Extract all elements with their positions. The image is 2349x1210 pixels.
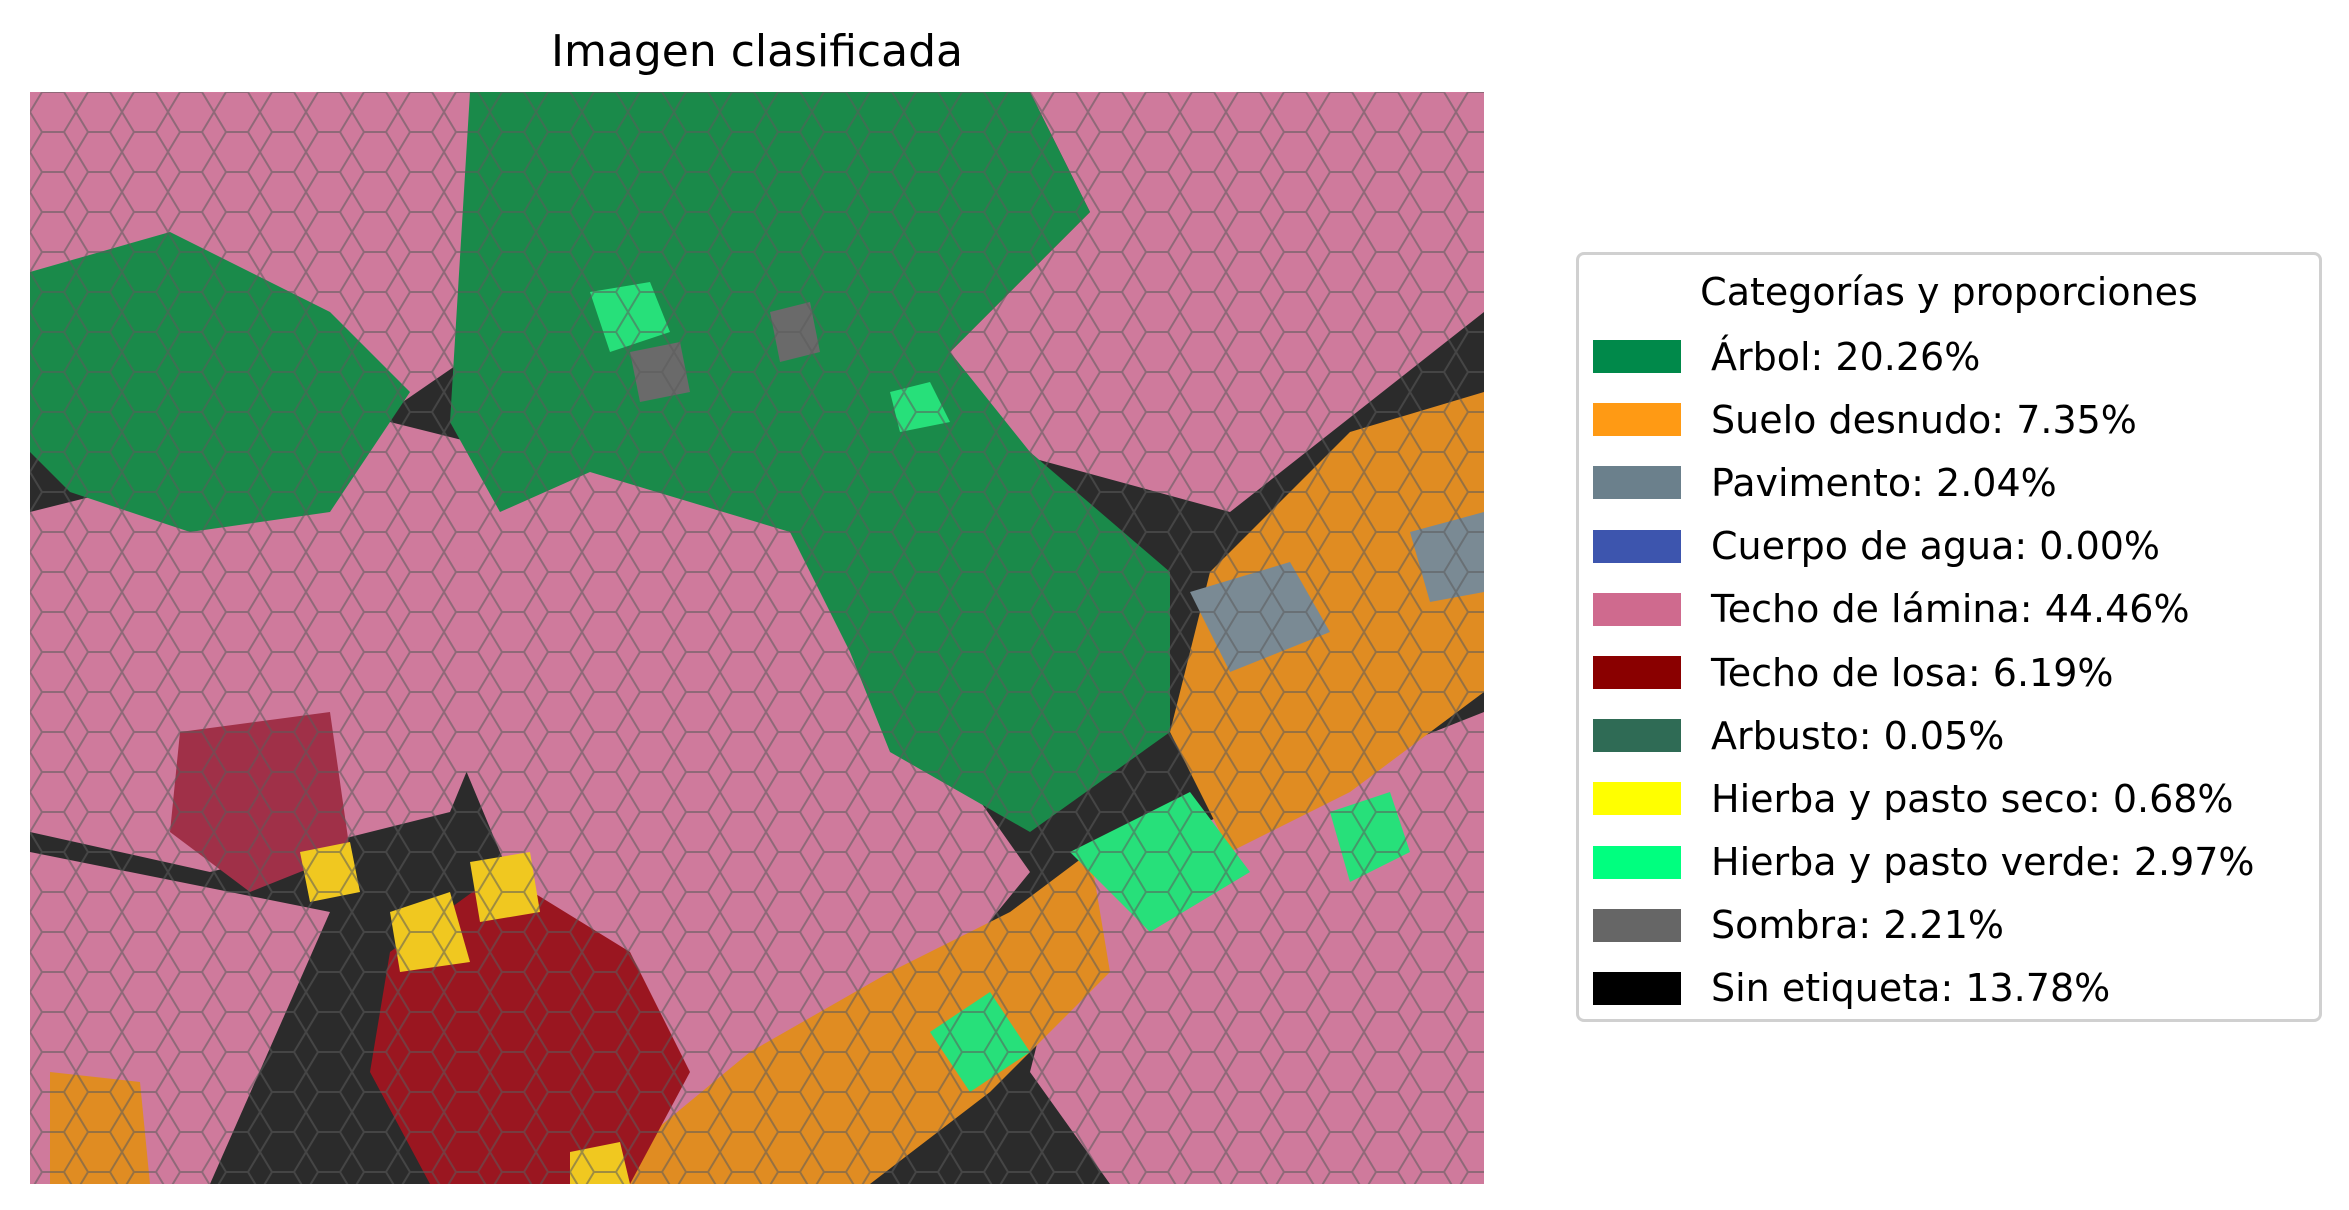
legend-label: Techo de lámina: 44.46% [1711, 587, 2190, 632]
legend-item: Hierba y pasto seco: 0.68% [1579, 767, 2319, 830]
legend-items: Árbol: 20.26% Suelo desnudo: 7.35% Pavimen… [1579, 325, 2319, 1020]
classified-image [30, 92, 1484, 1184]
legend-swatch [1593, 403, 1681, 437]
legend-label: Hierba y pasto verde: 2.97% [1711, 840, 2255, 885]
legend-swatch [1593, 719, 1681, 753]
legend-label: Suelo desnudo: 7.35% [1711, 397, 2137, 442]
legend-item: Sin etiqueta: 13.78% [1579, 957, 2319, 1020]
legend-title: Categorías y proporciones [1700, 270, 2198, 314]
legend-item: Suelo desnudo: 7.35% [1579, 388, 2319, 451]
legend-swatch [1593, 908, 1681, 942]
legend-item: Techo de lámina: 44.46% [1579, 578, 2319, 641]
legend-swatch [1593, 529, 1681, 563]
legend-label: Árbol: 20.26% [1711, 334, 1981, 379]
legend-swatch [1593, 971, 1681, 1005]
legend-swatch [1593, 340, 1681, 374]
legend-item: Pavimento: 2.04% [1579, 451, 2319, 514]
legend-item: Sombra: 2.21% [1579, 894, 2319, 957]
legend-swatch [1593, 592, 1681, 626]
legend-label: Sombra: 2.21% [1711, 903, 2005, 948]
segment-outlines [30, 92, 1484, 1184]
legend-item: Techo de losa: 6.19% [1579, 641, 2319, 704]
legend-label: Sin etiqueta: 13.78% [1711, 966, 2111, 1011]
legend-label: Pavimento: 2.04% [1711, 460, 2057, 505]
legend-item: Cuerpo de agua: 0.00% [1579, 515, 2319, 578]
figure-title: Imagen clasificada [551, 26, 963, 77]
legend-swatch [1593, 656, 1681, 690]
legend-label: Arbusto: 0.05% [1711, 713, 2005, 758]
legend-item: Hierba y pasto verde: 2.97% [1579, 831, 2319, 894]
legend-item: Árbol: 20.26% [1579, 325, 2319, 388]
legend-swatch [1593, 782, 1681, 816]
legend-swatch [1593, 845, 1681, 879]
legend: Categorías y proporciones Árbol: 20.26% S… [1576, 252, 2322, 1022]
legend-label: Cuerpo de agua: 0.00% [1711, 524, 2161, 569]
legend-swatch [1593, 466, 1681, 500]
legend-item: Arbusto: 0.05% [1579, 704, 2319, 767]
legend-label: Techo de losa: 6.19% [1711, 650, 2114, 695]
legend-label: Hierba y pasto seco: 0.68% [1711, 776, 2234, 821]
